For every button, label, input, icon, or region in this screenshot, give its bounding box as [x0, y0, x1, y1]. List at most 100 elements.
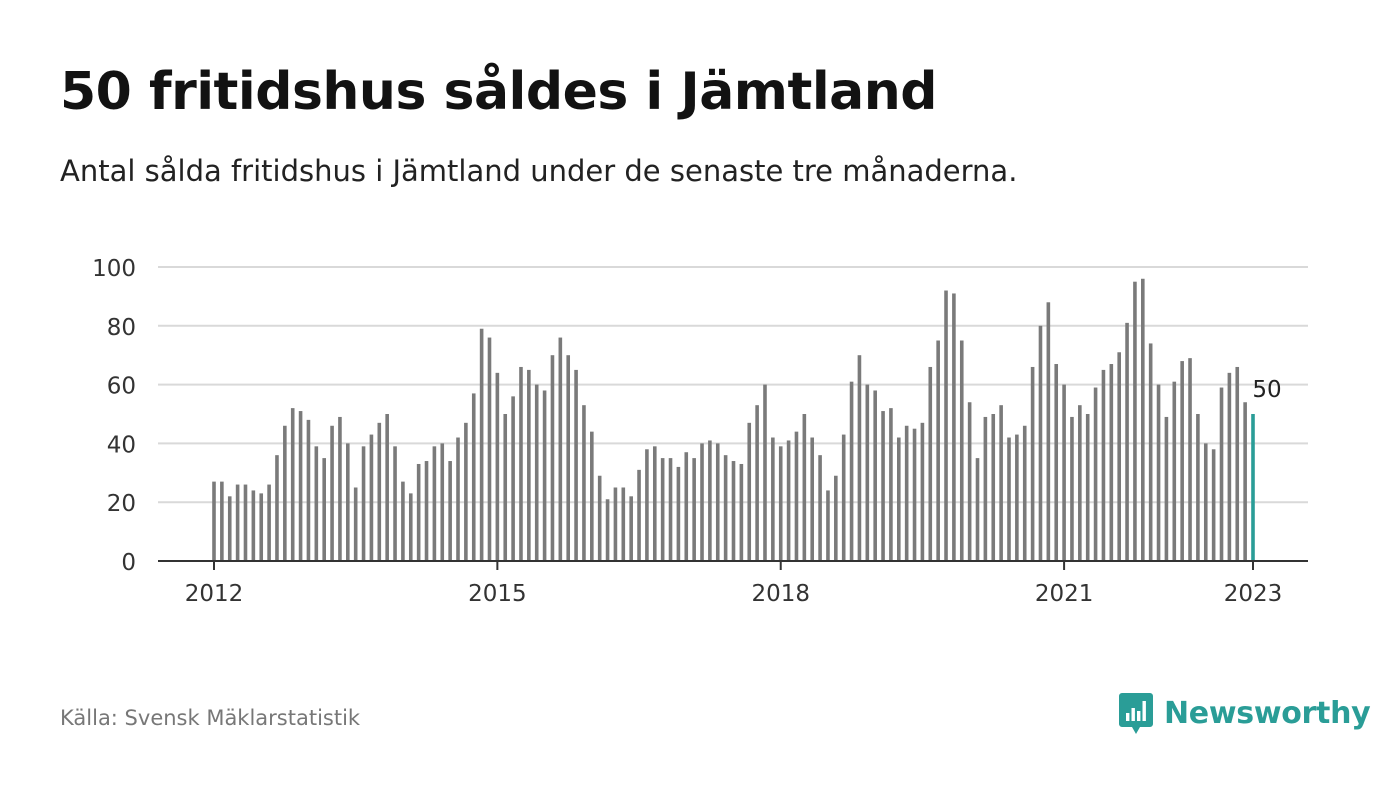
chart-title: 50 fritidshus såldes i Jämtland: [60, 62, 937, 122]
bar: [322, 458, 326, 561]
bar: [818, 455, 822, 561]
bar: [1125, 322, 1129, 561]
bar: [645, 449, 649, 561]
newsworthy-logo-icon: [1119, 693, 1153, 734]
bar: [1078, 405, 1082, 561]
bar: [873, 390, 877, 561]
bar: [243, 484, 248, 561]
bar: [259, 493, 264, 561]
bar: [1211, 449, 1216, 561]
bar: [314, 446, 319, 561]
y-tick-label: 60: [107, 374, 136, 400]
bar: [676, 466, 681, 561]
bar: [629, 496, 633, 561]
bar: [511, 396, 515, 561]
bar: [668, 458, 673, 561]
bar: [393, 446, 397, 561]
bar-chart: 0 20 40 60 80 100 2012 2015 2018 2021 2023 50: [92, 256, 1308, 607]
bar: [637, 469, 641, 561]
x-tick-label: 2023: [1224, 581, 1283, 607]
bar: [896, 437, 901, 561]
bar: [235, 484, 240, 561]
bar: [763, 384, 767, 561]
bar: [479, 328, 484, 561]
bar: [267, 484, 271, 561]
brand-logo[interactable]: Newsworthy: [1118, 690, 1371, 736]
bar: [605, 499, 610, 561]
bar: [1101, 369, 1106, 561]
bar: [747, 422, 752, 561]
bar: [471, 393, 476, 561]
bar: [708, 440, 712, 561]
bar: [456, 437, 460, 561]
bar: [826, 490, 830, 561]
bar: [739, 463, 744, 561]
bar: [582, 405, 586, 561]
bar: [369, 434, 374, 561]
bar: [408, 493, 413, 561]
bar: [227, 496, 232, 561]
bar: [590, 431, 594, 561]
bar: [1070, 416, 1074, 561]
bar: [700, 443, 704, 561]
bar: [1062, 384, 1066, 561]
brand-name: Newsworthy: [1164, 695, 1371, 731]
bar: [385, 414, 389, 561]
bar: [1243, 402, 1247, 561]
bar: [975, 458, 980, 561]
annotations: 50: [1252, 377, 1281, 403]
bar: [283, 425, 287, 561]
bar: [621, 487, 626, 561]
bar: [912, 428, 917, 561]
bar: [1148, 343, 1153, 561]
bar: [353, 487, 358, 561]
bar: [1015, 434, 1019, 561]
bar: [448, 461, 452, 561]
bar: [731, 461, 736, 561]
bar: [944, 290, 948, 561]
bar: [889, 408, 893, 561]
bar: [1227, 372, 1232, 561]
bar: [1235, 366, 1240, 561]
bar: [1117, 352, 1121, 561]
bar: [810, 437, 815, 561]
bar: [794, 431, 799, 561]
bar: [959, 340, 964, 561]
bar: [566, 355, 571, 561]
bar: [660, 458, 665, 561]
bar: [503, 414, 508, 561]
bar: [967, 402, 972, 561]
bar: [865, 384, 870, 561]
bar: [574, 369, 578, 561]
bar: [558, 337, 563, 561]
bar: [432, 446, 437, 561]
bar: [1109, 364, 1114, 561]
bar: [1156, 384, 1161, 561]
chart-subtitle: Antal sålda fritidshus i Jämtland under …: [60, 154, 1018, 188]
bar: [723, 455, 728, 561]
y-tick-label: 80: [107, 315, 136, 341]
bar: [715, 443, 720, 561]
bar: [1164, 416, 1169, 561]
bar: [1038, 325, 1043, 561]
x-tick-label: 2015: [468, 581, 527, 607]
bar: [338, 416, 342, 561]
bar: [220, 481, 224, 561]
y-tick-label: 0: [121, 550, 136, 576]
bar: [416, 463, 421, 561]
bar: [999, 405, 1003, 561]
bar: [1054, 364, 1059, 561]
bar: [346, 443, 350, 561]
bar: [952, 293, 956, 561]
bar: [1093, 387, 1098, 561]
bar: [983, 416, 988, 561]
bar: [936, 340, 940, 561]
bar: [652, 446, 657, 561]
bar: [1133, 281, 1137, 561]
bar: [1188, 358, 1192, 561]
x-tick-label: 2012: [185, 581, 244, 607]
bar: [290, 408, 295, 561]
bar: [487, 337, 492, 561]
bar: [881, 411, 885, 561]
bar: [991, 414, 996, 561]
